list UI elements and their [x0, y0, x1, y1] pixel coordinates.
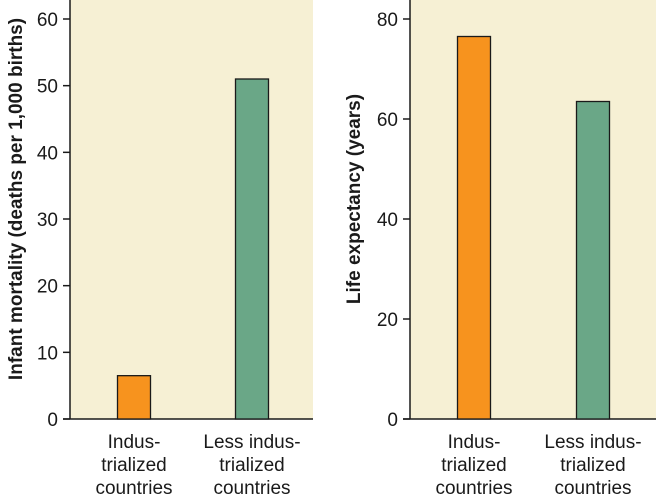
life-expectancy-y-tick-label: 80	[377, 10, 398, 31]
category-label-line: countries	[95, 478, 172, 499]
life-expectancy-y-tick-label: 0	[387, 410, 398, 431]
infant-mortality-y-tick-label: 60	[37, 10, 58, 31]
life-expectancy-y-tick-label: 20	[377, 310, 398, 331]
category-label-line: trialized	[219, 455, 284, 476]
category-label-line: trialized	[101, 455, 166, 476]
category-label-line: trialized	[560, 455, 625, 476]
category-label-line: Less indus-	[544, 432, 641, 453]
category-label-line: Indus-	[108, 432, 161, 453]
category-label-line: trialized	[441, 455, 506, 476]
panel-divider	[313, 0, 329, 500]
infant-mortality-y-tick-label: 40	[37, 143, 58, 164]
infant-mortality-y-axis-title: Infant mortality (deaths per 1,000 birth…	[6, 18, 27, 380]
life-expectancy-category-label-less-industrialized: Less indus-trialized countries	[544, 432, 641, 499]
infant-mortality-bar-industrialized	[116, 375, 152, 420]
life-expectancy-plot-area	[410, 0, 656, 419]
life-expectancy-bar-less-industrialized	[575, 100, 611, 420]
infant-mortality-y-tick-label: 0	[47, 410, 58, 431]
infant-mortality-plot-area	[70, 0, 313, 419]
infant-mortality-category-label-industrialized: Indus-trialized countries	[95, 432, 172, 499]
infant-mortality-y-tick-label: 10	[37, 343, 58, 364]
life-expectancy-bar-industrialized	[456, 35, 492, 420]
category-label-line: countries	[435, 478, 512, 499]
life-expectancy-y-axis-title: Life expectancy (years)	[344, 94, 365, 304]
infant-mortality-y-tick-label: 50	[37, 77, 58, 98]
category-label-line: Indus-	[448, 432, 501, 453]
life-expectancy-y-tick-label: 40	[377, 210, 398, 231]
category-label-line: countries	[554, 478, 631, 499]
infant-mortality-y-tick-label: 20	[37, 277, 58, 298]
category-label-line: countries	[213, 478, 290, 499]
infant-mortality-category-label-less-industrialized: Less indus-trialized countries	[203, 432, 300, 499]
life-expectancy-category-label-industrialized: Indus-trialized countries	[435, 432, 512, 499]
category-label-line: Less indus-	[203, 432, 300, 453]
life-expectancy-y-tick-label: 60	[377, 110, 398, 131]
infant-mortality-y-tick-label: 30	[37, 210, 58, 231]
infant-mortality-bar-less-industrialized	[234, 78, 270, 420]
